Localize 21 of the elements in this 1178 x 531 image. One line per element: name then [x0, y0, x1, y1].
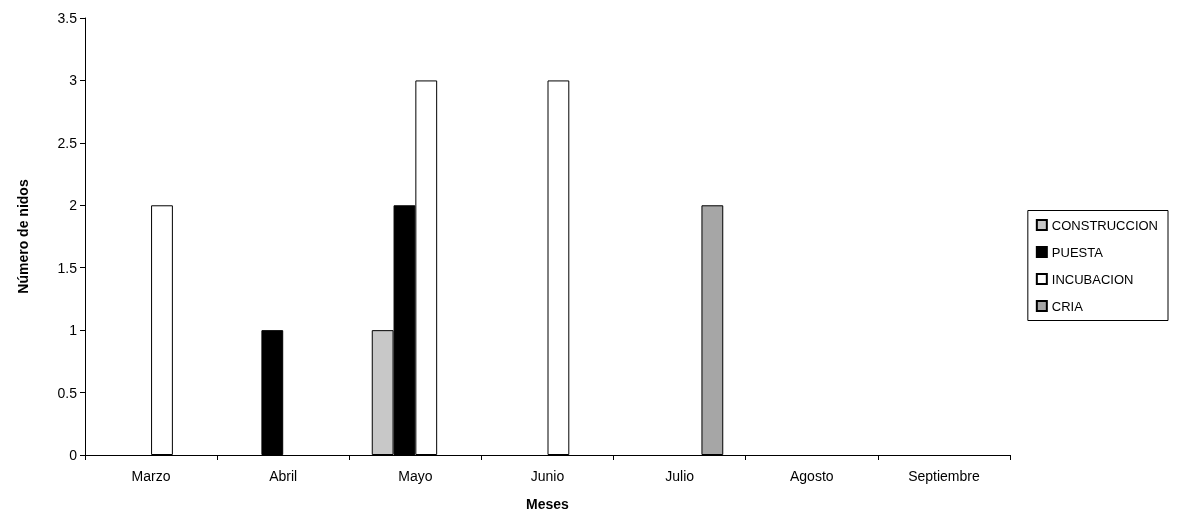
legend-label: PUESTA [1051, 244, 1104, 260]
x-tick-label: Julio [665, 468, 695, 484]
x-tick-label: Junio [530, 468, 565, 484]
legend-label: CRIA [1051, 298, 1084, 314]
legend-label: INCUBACION [1051, 271, 1134, 287]
x-tick-label: Mayo [398, 468, 433, 484]
y-tick-label: 2 [69, 197, 78, 214]
y-tick-label: 3 [69, 72, 78, 89]
y-tick-label: 2.5 [57, 134, 78, 151]
x-axis-title: Meses [526, 496, 570, 512]
y-tick-label: 1.5 [57, 259, 78, 276]
y-axis-title: Número de nidos [15, 179, 31, 294]
y-tick-label: 0.5 [57, 384, 78, 401]
x-tick-label: Marzo [131, 468, 171, 484]
legend-label: CONSTRUCCION [1051, 217, 1159, 233]
x-tick-label: Abril [269, 468, 298, 484]
x-tick-label: Agosto [789, 468, 834, 484]
y-tick-label: 0 [69, 447, 78, 463]
y-tick-label: 3.5 [57, 10, 78, 26]
x-tick-label: Septiembre [908, 468, 980, 484]
y-tick-label: 1 [69, 322, 78, 339]
